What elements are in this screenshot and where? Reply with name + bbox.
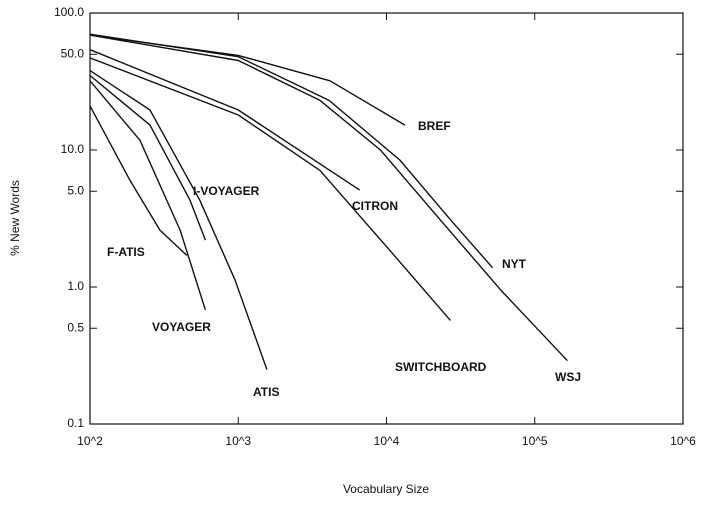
series-label: VOYAGER: [152, 320, 211, 334]
series-line: [89, 105, 188, 256]
series-line: [89, 49, 361, 191]
series-line: [89, 33, 494, 269]
series-label: BREF: [418, 119, 451, 133]
series-label: F-ATIS: [107, 245, 145, 259]
y-tick-label: 0.1: [67, 416, 84, 430]
series-label: SWITCHBOARD: [395, 360, 487, 374]
series-label: CITRON: [352, 199, 398, 213]
x-tick-label: 10^6: [670, 434, 696, 448]
y-tick-label: 0.5: [67, 320, 84, 334]
series-label: NYT: [502, 257, 527, 271]
x-tick-label: 10^4: [374, 434, 400, 448]
x-tick-label: 10^3: [225, 434, 251, 448]
series-line: [89, 70, 268, 370]
y-tick-label: 10.0: [61, 142, 85, 156]
y-axis-label: % New Words: [8, 180, 22, 256]
series-line: [89, 57, 451, 321]
series-label: I-VOYAGER: [193, 184, 260, 198]
x-tick-label: 10^2: [77, 434, 103, 448]
series-label: ATIS: [253, 385, 279, 399]
x-axis-label: Vocabulary Size: [343, 482, 429, 496]
y-tick-label: 1.0: [67, 279, 84, 293]
y-tick-label: 50.0: [61, 46, 85, 60]
x-tick-label: 10^5: [522, 434, 548, 448]
series-line: [89, 74, 207, 241]
series-line: [89, 34, 568, 362]
series-line: [89, 34, 406, 126]
plot-frame: [89, 12, 684, 425]
y-tick-label: 100.0: [54, 5, 84, 19]
series-label: WSJ: [555, 370, 581, 384]
series-line: [89, 80, 207, 311]
y-tick-label: 5.0: [67, 183, 84, 197]
